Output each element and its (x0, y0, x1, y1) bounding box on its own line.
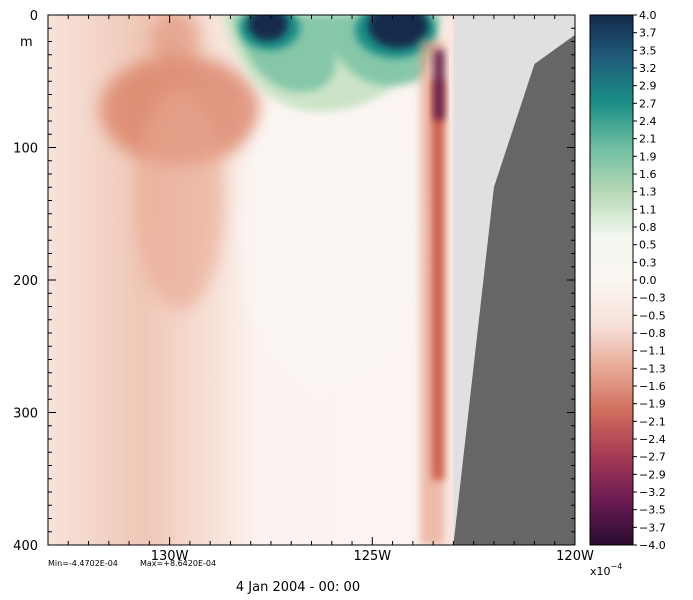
colorbar-tick-label: −0.8 (639, 327, 666, 340)
colorbar-tick-label: −1.1 (639, 345, 666, 358)
colorbar-tick-label: −2.7 (639, 451, 666, 464)
y-tick-label: 0 (30, 9, 38, 24)
coastal-band-core (432, 80, 444, 480)
colorbar-tick-label: 1.3 (639, 186, 657, 199)
colorbar-frame (589, 14, 634, 546)
y-tick-label: 400 (13, 539, 38, 554)
colorbar-tick-label: 1.9 (639, 150, 657, 163)
colorbar-tick-label: −3.2 (639, 486, 666, 499)
colorbar-tick-label: −1.6 (639, 380, 666, 393)
min-stat-label: Min=-4.4702E-04 (48, 559, 118, 568)
colorbar-tick-label: 1.1 (639, 203, 657, 216)
colorbar-tick-label: −4.0 (639, 539, 666, 552)
colorbar-tick-label: 2.9 (639, 80, 657, 93)
mask-layer (453, 15, 575, 545)
positive-core-west (248, 15, 288, 41)
colorbar-tick-label: 0.5 (639, 239, 657, 252)
axes: 0 100 200 300 400 130W 125W 120W (13, 9, 594, 564)
max-stat-label: Max=+8.6420E-04 (140, 559, 216, 568)
y-tick-label: 300 (13, 407, 38, 422)
colorbar-tick-label: 0.3 (639, 256, 657, 269)
colorbar-tick-label: 1.6 (639, 168, 657, 181)
y-tick-label: 100 (13, 142, 38, 157)
land-mask (453, 34, 575, 545)
neutral-center (240, 70, 420, 390)
colorbar-tick-label: −3.7 (639, 521, 666, 534)
y-axis-unit-label: m (20, 35, 33, 50)
positive-core-east (368, 15, 428, 48)
colorbar-tick-label: 2.7 (639, 97, 657, 110)
colorbar-tick-label: −3.5 (639, 504, 666, 517)
coastal-band-dark (434, 50, 444, 120)
colorbar-ticks: 4.0 3.7 3.5 3.2 2.9 2.7 2.4 2.1 1.9 1.6 1.3 1.1 0.8 0… (633, 9, 666, 552)
colorbar-tick-label: 3.2 (639, 62, 657, 75)
colorbar-fill (590, 15, 633, 545)
colorbar: 4.0 3.7 3.5 3.2 2.9 2.7 2.4 2.1 1.9 1.6 1.3 1.1 0.8 0… (589, 9, 666, 578)
colorbar-tick-label: 2.4 (639, 115, 657, 128)
colorbar-tick-label: −0.5 (639, 309, 666, 322)
colorbar-tick-label: 2.1 (639, 133, 657, 146)
colorbar-tick-label: −1.3 (639, 362, 666, 375)
x-tick-label: 130W (151, 549, 189, 564)
negative-lobe-surface (150, 15, 200, 70)
date-label: 4 Jan 2004 - 00: 00 (236, 580, 360, 595)
x-tick-label: 120W (556, 549, 594, 564)
colorbar-tick-label: −2.9 (639, 468, 666, 481)
x-tick-label: 125W (353, 549, 391, 564)
colorbar-tick-label: −0.3 (639, 292, 666, 305)
colorbar-tick-label: −2.1 (639, 415, 666, 428)
colorbar-tick-label: 3.5 (639, 44, 657, 57)
colorbar-tick-label: −1.9 (639, 398, 666, 411)
colorbar-tick-label: 0.8 (639, 221, 657, 234)
y-tick-label: 200 (13, 274, 38, 289)
colorbar-scale-label: x10−4 (590, 562, 622, 578)
colorbar-tick-label: 0.0 (639, 274, 657, 287)
colorbar-tick-label: 3.7 (639, 27, 657, 40)
negative-lobe-deep (135, 90, 225, 310)
colorbar-tick-label: −2.4 (639, 433, 666, 446)
colorbar-tick-label: 4.0 (639, 9, 657, 22)
